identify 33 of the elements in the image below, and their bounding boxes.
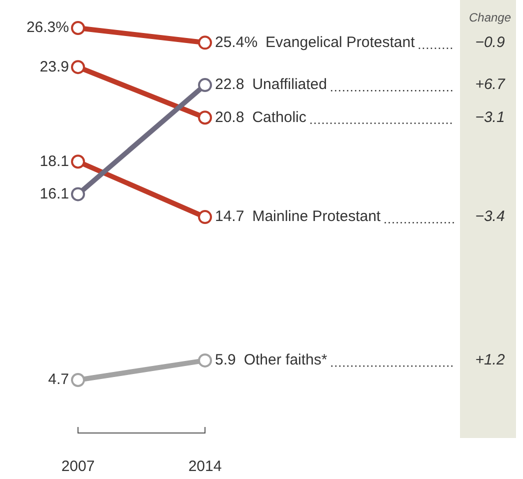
- data-label: 4.7: [48, 371, 69, 388]
- point: [198, 210, 212, 224]
- data-label: 23.9: [40, 58, 69, 76]
- text: −3.1: [475, 108, 505, 126]
- text: Change: [468, 10, 512, 24]
- data-label: 5.9: [215, 352, 236, 369]
- text: +6.7: [475, 76, 506, 94]
- data-label: 16.1: [40, 185, 69, 202]
- x-tick-label: 2007: [61, 458, 95, 476]
- text: Other faiths*: [244, 352, 328, 369]
- point: [71, 187, 85, 202]
- text: Evangelical Protestant: [266, 34, 416, 51]
- x-tick-label: 2014: [188, 458, 222, 476]
- data-label: 14.7: [215, 208, 244, 226]
- point: [71, 373, 85, 387]
- data-label: 20.8: [215, 108, 244, 126]
- data-label: 25.4%: [215, 34, 258, 51]
- point: [198, 78, 212, 92]
- text: Mainline Protestant: [252, 208, 382, 226]
- data-label: 22.8: [215, 76, 244, 94]
- text: Catholic: [252, 108, 307, 126]
- point: [198, 36, 212, 50]
- point: [71, 60, 85, 74]
- text: −0.9: [475, 34, 506, 51]
- text: Unaffiliated: [252, 76, 327, 94]
- text: +1.2: [475, 352, 506, 369]
- point: [198, 110, 212, 125]
- text: −3.4: [475, 208, 505, 226]
- point: [198, 353, 212, 368]
- point: [71, 154, 85, 169]
- point: [71, 21, 85, 35]
- data-label: 18.1: [40, 152, 69, 170]
- data-label: 26.3%: [26, 19, 69, 36]
